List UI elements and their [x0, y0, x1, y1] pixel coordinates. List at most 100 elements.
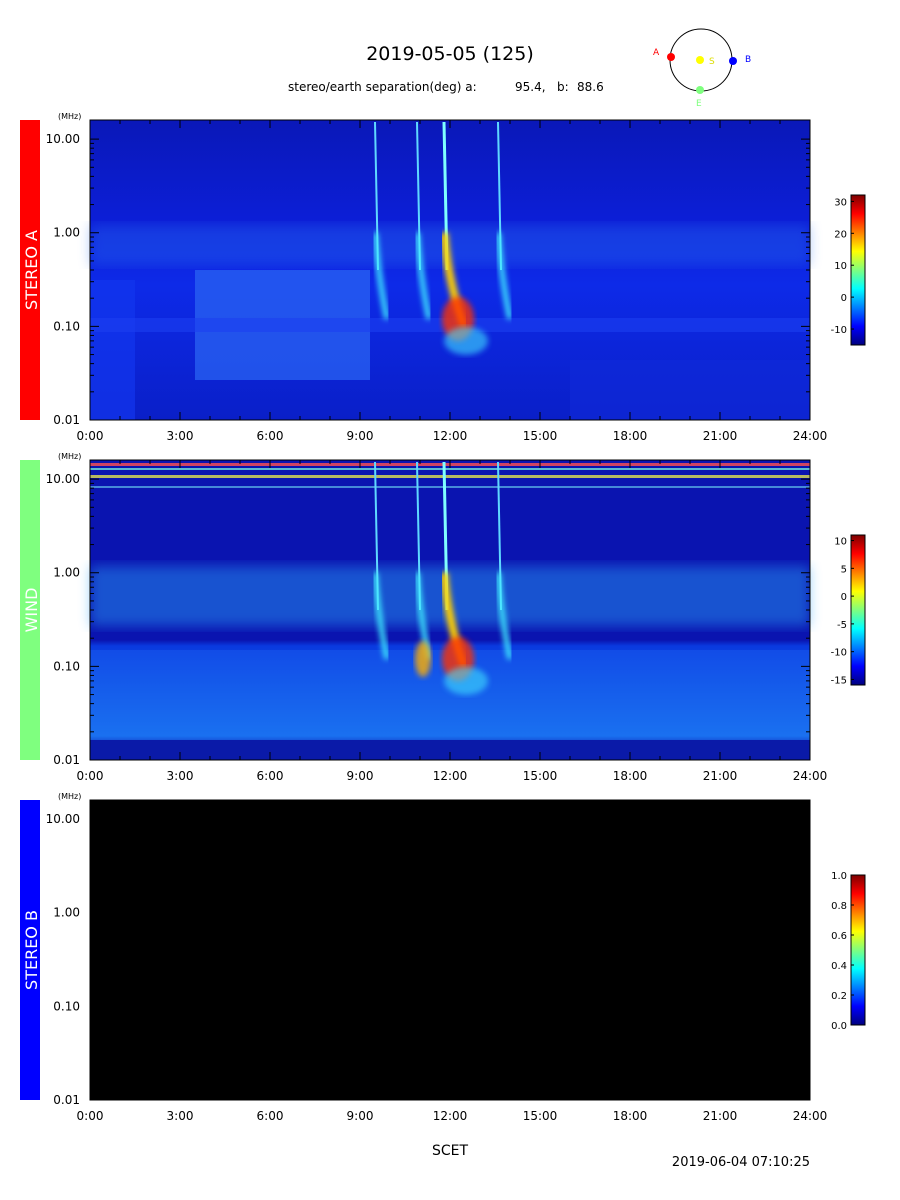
separation-b-label: b: [557, 80, 569, 94]
axes-frame [89, 799, 811, 1101]
colorbar-tick-label: 0.6 [831, 931, 847, 942]
y-tick-label: 10.00 [46, 472, 80, 486]
colorbar-tick-label: -15 [831, 675, 847, 686]
x-tick-label: 24:00 [793, 769, 828, 783]
x-tick-label: 6:00 [257, 769, 284, 783]
x-tick-label: 18:00 [613, 1109, 648, 1123]
panel-stereo-a: STEREO A (MHz) 10.00 1.00 0.10 0.01 0:00 3:00 6… [20, 112, 866, 443]
x-tick-label: 0:00 [77, 769, 104, 783]
burst-halo [444, 666, 488, 695]
axes-frame [89, 459, 811, 761]
colorbar-tick-label: 0 [841, 293, 847, 304]
colorbar-tick-label: 20 [834, 229, 847, 240]
x-tick-label: 3:00 [167, 1109, 194, 1123]
stereo-a-marker-label: A [653, 48, 660, 58]
x-tick-label: 21:00 [703, 429, 738, 443]
spectrogram-feature [90, 475, 810, 478]
sun-marker [696, 56, 704, 64]
spectrogram-feature [90, 280, 135, 420]
x-tick-label: 0:00 [77, 429, 104, 443]
y-tick-label: 0.01 [53, 1093, 80, 1107]
stereo-b-marker [729, 57, 737, 65]
y-tick-label: 0.01 [53, 753, 80, 767]
colorbar-tick-label: 0 [841, 592, 847, 603]
x-tick-label: 15:00 [523, 1109, 558, 1123]
chart-title: 2019-05-05 (125) [366, 43, 534, 65]
panel-label: WIND [22, 588, 41, 633]
spectrogram-feature [570, 360, 810, 420]
y-tick-label: 10.00 [46, 812, 80, 826]
panel-stereo-b: STEREO B (MHz) 10.00 1.00 0.10 0.01 0:00 3:00 6… [20, 792, 866, 1123]
earth-marker [696, 86, 704, 94]
x-tick-label: 3:00 [167, 769, 194, 783]
stereo-a-marker [667, 53, 675, 61]
panel-label-bar [20, 800, 40, 1100]
colorbar-tick-label: -5 [837, 620, 847, 631]
x-tick-label: 6:00 [257, 1109, 284, 1123]
panel-label-bar [20, 120, 40, 420]
earth-marker-label: E [696, 99, 702, 109]
x-tick-label: 12:00 [433, 769, 468, 783]
x-tick-label: 24:00 [793, 1109, 828, 1123]
y-tick-label: 0.10 [53, 659, 80, 673]
burst-tail [495, 572, 513, 660]
colorbar-tick-label: 0.8 [831, 901, 847, 912]
burst-tail [495, 232, 513, 320]
burst-halo [444, 326, 488, 355]
x-tick-label: 9:00 [347, 429, 374, 443]
x-tick-label: 21:00 [703, 1109, 738, 1123]
panel-wind: WIND (MHz) 10.00 1.00 0.10 0.01 0:00 3:00 6:00 9… [20, 452, 866, 783]
colorbar-tick-label: 0.0 [831, 1021, 847, 1032]
separation-b-value: 88.6 [577, 80, 604, 94]
x-tick-label: 6:00 [257, 429, 284, 443]
x-tick-label: 3:00 [167, 429, 194, 443]
colorbar-tick-label: -10 [831, 648, 847, 659]
colorbar [850, 534, 866, 686]
y-unit-label: (MHz) [58, 452, 81, 461]
x-tick-label: 21:00 [703, 769, 738, 783]
x-tick-label: 12:00 [433, 429, 468, 443]
orbit-diagram: A B S E [653, 28, 751, 109]
spectrogram-feature [90, 468, 810, 470]
separation-label: stereo/earth separation(deg) a: [288, 80, 477, 94]
axes-frame [89, 119, 811, 421]
spectrogram [89, 459, 811, 761]
y-tick-label: 0.10 [53, 319, 80, 333]
colorbar-tick-label: 5 [841, 564, 847, 575]
colorbar-tick-label: 0.4 [831, 961, 847, 972]
x-tick-label: 9:00 [347, 1109, 374, 1123]
colorbar-tick-label: 10 [834, 261, 847, 272]
x-tick-label: 15:00 [523, 429, 558, 443]
y-tick-label: 1.00 [53, 226, 80, 240]
y-unit-label: (MHz) [58, 792, 81, 801]
burst-core [415, 640, 431, 677]
panel-label-bar [20, 460, 40, 760]
timestamp: 2019-06-04 07:10:25 [672, 1155, 810, 1170]
sun-marker-label: S [709, 57, 715, 67]
colorbar-tick-label: -10 [831, 325, 847, 336]
colorbar-tick-label: 30 [834, 197, 847, 208]
spectrogram-no-data [90, 800, 810, 1100]
panel-label: STEREO B [22, 910, 41, 990]
x-tick-label: 9:00 [347, 769, 374, 783]
x-tick-label: 18:00 [613, 429, 648, 443]
y-unit-label: (MHz) [58, 112, 81, 121]
separation-a-value: 95.4, [515, 80, 546, 94]
x-tick-label: 15:00 [523, 769, 558, 783]
burst-tail [372, 572, 390, 660]
colorbar [850, 194, 866, 346]
x-tick-label: 24:00 [793, 429, 828, 443]
y-tick-label: 1.00 [53, 906, 80, 920]
colorbar-tick-label: 0.2 [831, 991, 847, 1002]
x-tick-label: 18:00 [613, 769, 648, 783]
x-tick-label: 0:00 [77, 1109, 104, 1123]
spectrogram-feature [90, 486, 810, 488]
y-tick-label: 10.00 [46, 132, 80, 146]
x-axis-label: SCET [432, 1143, 469, 1159]
stereo-b-marker-label: B [745, 55, 751, 65]
spectrogram [89, 119, 811, 421]
y-tick-label: 1.00 [53, 566, 80, 580]
burst-tail [414, 232, 432, 320]
colorbar-tick-label: 10 [834, 537, 847, 548]
